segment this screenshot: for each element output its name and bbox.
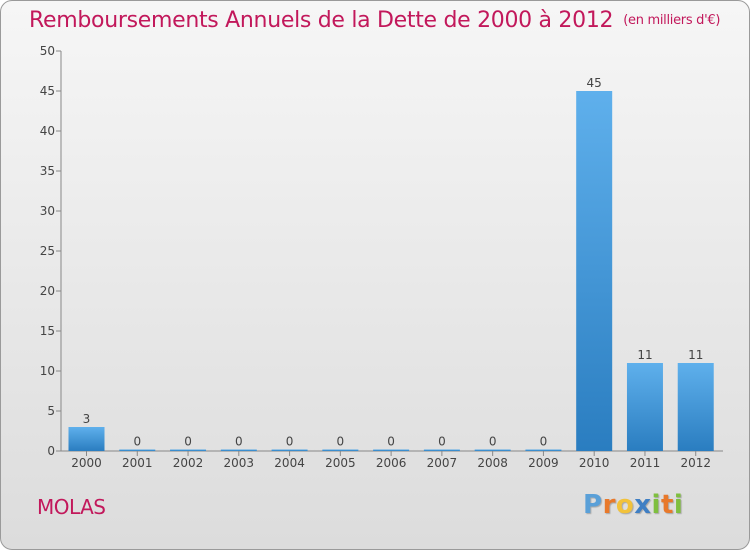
data-label: 0	[286, 435, 294, 449]
y-tick-label: 0	[47, 444, 55, 458]
x-tick-label: 2005	[325, 456, 356, 470]
bar	[423, 449, 460, 451]
bar	[119, 449, 156, 451]
x-tick-label: 2000	[71, 456, 102, 470]
logo-letter: i	[651, 490, 661, 520]
data-label: 0	[133, 435, 141, 449]
data-label: 11	[637, 348, 652, 362]
x-tick-label: 2009	[528, 456, 559, 470]
y-tick-label: 25	[40, 244, 55, 258]
x-tick-label: 2006	[376, 456, 407, 470]
logo-letter: r	[602, 490, 616, 520]
y-tick-label: 30	[40, 204, 55, 218]
data-label: 0	[540, 435, 548, 449]
logo-letter: t	[660, 490, 674, 520]
value-labels: 3 0 0 0 0 0 0 0 0 0 45 11 11	[83, 76, 704, 449]
bars	[68, 91, 714, 451]
y-tick-label: 45	[40, 84, 55, 98]
bar	[576, 91, 613, 451]
bar	[677, 363, 714, 451]
y-tick-label: 10	[40, 364, 55, 378]
x-tick-label: 2007	[427, 456, 458, 470]
bar	[170, 449, 207, 451]
data-label: 0	[337, 435, 345, 449]
y-tick-label: 20	[40, 284, 55, 298]
data-label: 0	[489, 435, 497, 449]
bar	[322, 449, 359, 451]
chart-unit-label: (en milliers d'€)	[623, 13, 721, 28]
bar	[474, 449, 511, 451]
proxiti-logo: Proxiti	[583, 490, 683, 520]
x-tick-label: 2011	[630, 456, 661, 470]
bar	[525, 449, 562, 451]
x-tick-label: 2002	[173, 456, 204, 470]
data-label: 0	[184, 435, 192, 449]
x-tick-label: 2012	[680, 456, 711, 470]
logo-letter: i	[673, 490, 684, 520]
x-tick-label: 2010	[579, 456, 610, 470]
bar	[271, 449, 308, 451]
x-tick-label: 2004	[274, 456, 305, 470]
logo-letter: o	[615, 490, 635, 520]
y-tick-label: 15	[40, 324, 55, 338]
bar	[373, 449, 410, 451]
logo-letter: P	[583, 490, 603, 520]
chart-title: Remboursements Annuels de la Dette de 20…	[29, 8, 720, 33]
bar	[626, 363, 663, 451]
data-label: 45	[587, 76, 602, 90]
data-label: 11	[688, 348, 703, 362]
y-tick-label: 5	[47, 404, 55, 418]
data-label: 0	[387, 435, 395, 449]
data-label: 0	[235, 435, 243, 449]
y-tick-label: 50	[40, 44, 55, 58]
chart-title-text: Remboursements Annuels de la Dette de 20…	[29, 8, 614, 33]
x-tick-label: 2008	[477, 456, 508, 470]
x-tick-label: 2003	[224, 456, 255, 470]
y-tick-label: 40	[40, 124, 55, 138]
data-label: 0	[438, 435, 446, 449]
data-label: 3	[83, 412, 91, 426]
bar	[220, 449, 257, 451]
town-name: MOLAS	[37, 495, 106, 519]
bar	[68, 427, 105, 451]
logo-letter: x	[634, 490, 652, 520]
y-tick-label: 35	[40, 164, 55, 178]
x-tick-label: 2001	[122, 456, 153, 470]
